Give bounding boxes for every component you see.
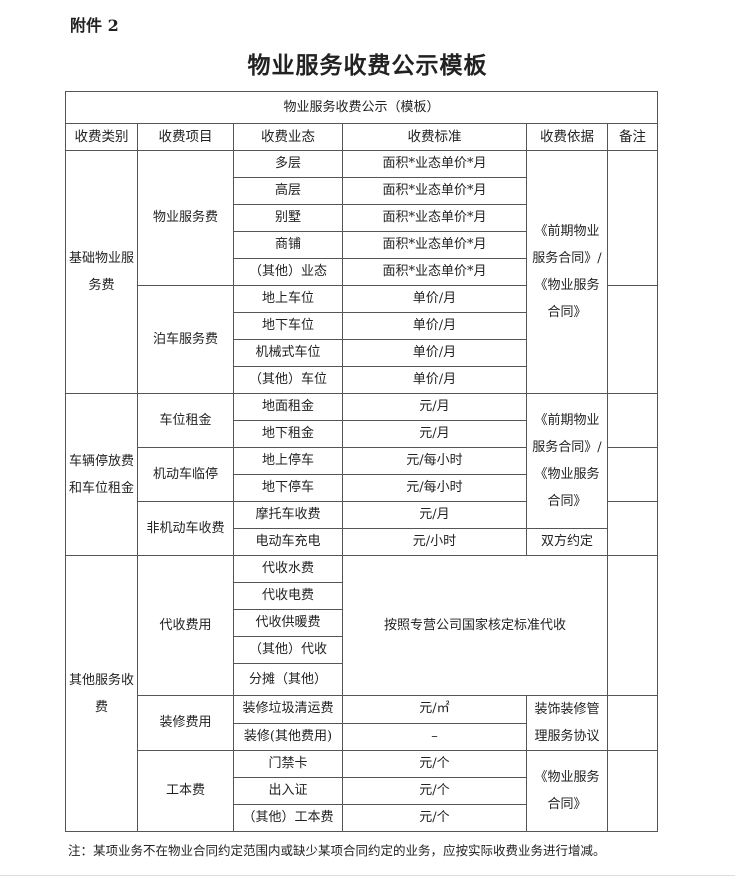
category-cell: 基础物业服务费 bbox=[65, 150, 138, 394]
standard-cell: 单价/月 bbox=[342, 339, 527, 367]
item-cell: 物业服务费 bbox=[137, 150, 234, 286]
format-cell: 出入证 bbox=[233, 777, 343, 805]
format-cell: 代收电费 bbox=[233, 582, 343, 610]
basis-cell: 双方约定 bbox=[526, 528, 608, 556]
item-cell: 代收费用 bbox=[137, 555, 234, 696]
standard-cell: 单价/月 bbox=[342, 366, 527, 394]
column-header: 备注 bbox=[606, 123, 659, 151]
standard-cell: 元/月 bbox=[342, 393, 527, 421]
basis-cell: 装饰装修管理服务协议 bbox=[526, 695, 608, 751]
format-cell: 摩托车收费 bbox=[233, 501, 343, 529]
standard-cell: 元/月 bbox=[342, 501, 527, 529]
column-header: 收费类别 bbox=[65, 123, 138, 151]
standard-cell: 元/每小时 bbox=[342, 474, 527, 502]
format-cell: （其他）代收 bbox=[233, 636, 343, 664]
remark-cell bbox=[606, 150, 659, 286]
standard-cell: 单价/月 bbox=[342, 312, 527, 340]
column-header: 收费标准 bbox=[342, 123, 527, 151]
table-caption: 物业服务收费公示（模板） bbox=[64, 91, 659, 124]
remark-cell bbox=[606, 695, 659, 751]
standard-cell: 面积*业态单价*月 bbox=[342, 204, 527, 232]
divider bbox=[0, 875, 735, 876]
standard-cell: 元/每小时 bbox=[342, 447, 527, 475]
item-cell: 车位租金 bbox=[137, 393, 234, 448]
format-cell: 商铺 bbox=[233, 231, 343, 259]
format-cell: 电动车充电 bbox=[233, 528, 343, 556]
format-cell: 地面租金 bbox=[233, 393, 343, 421]
standard-cell: 面积*业态单价*月 bbox=[342, 177, 527, 205]
format-cell: （其他）车位 bbox=[233, 366, 343, 394]
format-cell: 机械式车位 bbox=[233, 339, 343, 367]
format-cell: 门禁卡 bbox=[233, 750, 343, 778]
format-cell: 地下车位 bbox=[233, 312, 343, 340]
remark-cell bbox=[606, 750, 659, 832]
item-cell: 泊车服务费 bbox=[137, 285, 234, 394]
item-cell: 非机动车收费 bbox=[137, 501, 234, 556]
standard-cell: 单价/月 bbox=[342, 285, 527, 313]
basis-cell: 《前期物业服务合同》/《物业服务合同》 bbox=[526, 150, 608, 394]
standard-cell: 面积*业态单价*月 bbox=[342, 231, 527, 259]
item-cell: 工本费 bbox=[137, 750, 234, 832]
standard-cell: 元/小时 bbox=[342, 528, 527, 556]
fee-table: 物业服务收费公示（模板） 收费类别 收费项目 收费业态 收费标准 收费依据 备注… bbox=[64, 91, 659, 832]
standard-cell: 元/个 bbox=[342, 804, 527, 832]
item-cell: 装修费用 bbox=[137, 695, 234, 751]
item-cell: 机动车临停 bbox=[137, 447, 234, 502]
basis-cell: 《物业服务合同》 bbox=[526, 750, 608, 832]
column-header: 收费项目 bbox=[137, 123, 234, 151]
remark-cell bbox=[606, 501, 659, 556]
format-cell: 别墅 bbox=[233, 204, 343, 232]
standard-cell: – bbox=[342, 722, 527, 751]
format-cell: 地下停车 bbox=[233, 474, 343, 502]
standard-cell: 面积*业态单价*月 bbox=[342, 150, 527, 178]
format-cell: 装修(其他费用) bbox=[233, 722, 343, 751]
basis-cell: 《前期物业服务合同》/《物业服务合同》 bbox=[526, 393, 608, 529]
format-cell: 装修垃圾清运费 bbox=[233, 695, 343, 724]
format-cell: 多层 bbox=[233, 150, 343, 178]
standard-cell: 元/㎡ bbox=[342, 695, 527, 724]
standard-cell: 面积*业态单价*月 bbox=[342, 258, 527, 286]
format-cell: 地上停车 bbox=[233, 447, 343, 475]
format-cell: 分摊（其他） bbox=[233, 663, 343, 696]
category-cell: 其他服务收费 bbox=[65, 555, 138, 832]
remark-cell bbox=[606, 285, 659, 394]
standard-cell: 元/个 bbox=[342, 777, 527, 805]
page-title: 物业服务收费公示模板 bbox=[247, 52, 488, 79]
attachment-label: 附件 2 bbox=[70, 16, 119, 35]
footnote: 注：某项业务不在物业合同约定范围内或缺少某项合同约定的业务，应按实际收费业务进行… bbox=[68, 843, 606, 858]
standard-cell: 元/月 bbox=[342, 420, 527, 448]
standard-cell: 按照专营公司国家核定标准代收 bbox=[342, 555, 608, 696]
remark-cell bbox=[606, 393, 659, 448]
remark-cell bbox=[606, 555, 659, 696]
format-cell: 地下租金 bbox=[233, 420, 343, 448]
standard-cell: 元/个 bbox=[342, 750, 527, 778]
format-cell: （其他）业态 bbox=[233, 258, 343, 286]
category-cell: 车辆停放费和车位租金 bbox=[65, 393, 138, 556]
format-cell: （其他）工本费 bbox=[233, 804, 343, 832]
column-header: 收费依据 bbox=[526, 123, 608, 151]
format-cell: 高层 bbox=[233, 177, 343, 205]
format-cell: 代收水费 bbox=[233, 555, 343, 583]
column-header: 收费业态 bbox=[233, 123, 343, 151]
format-cell: 地上车位 bbox=[233, 285, 343, 313]
remark-cell bbox=[606, 447, 659, 502]
format-cell: 代收供暖费 bbox=[233, 609, 343, 637]
